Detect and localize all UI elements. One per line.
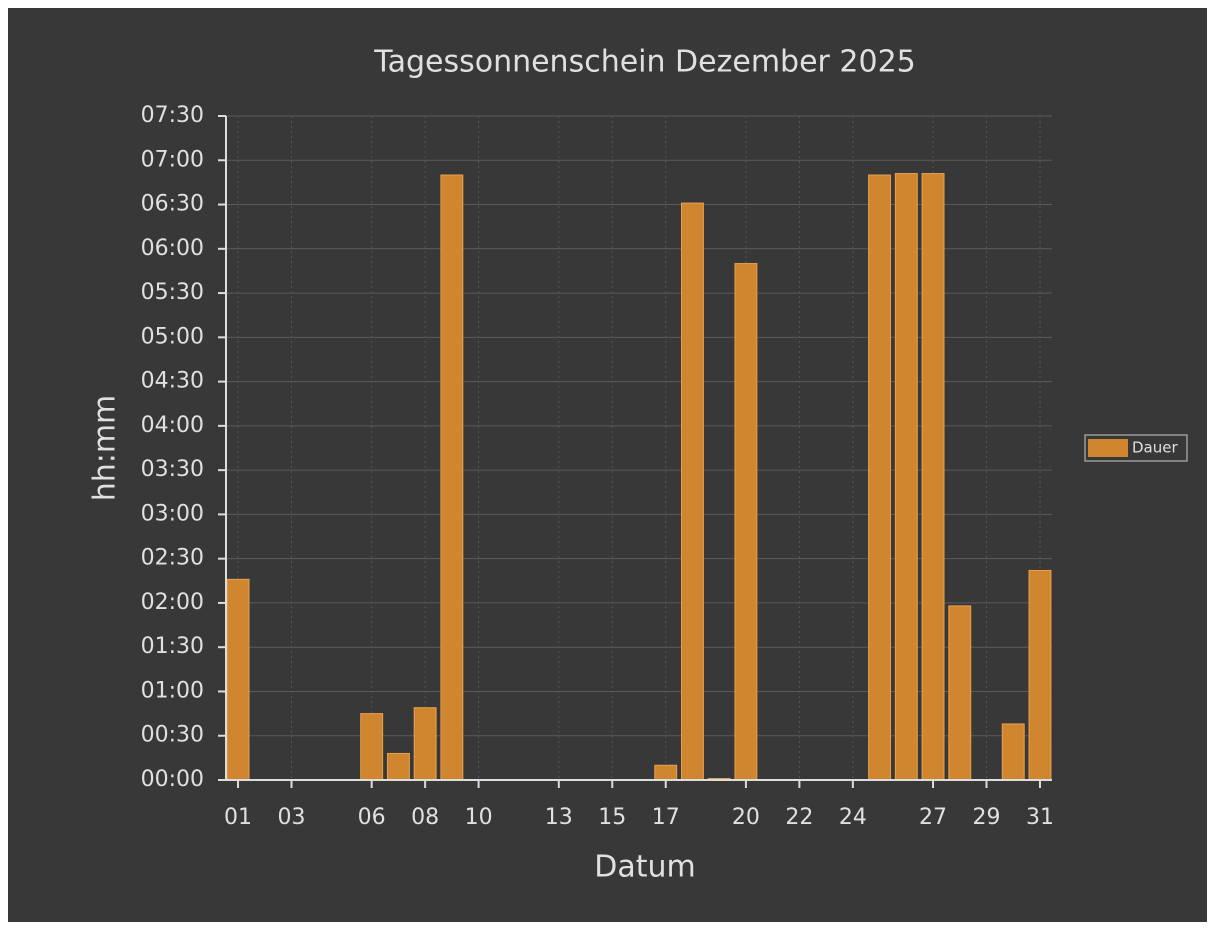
x-tick-label: 13 [545, 805, 573, 830]
y-tick-label: 00:00 [141, 767, 204, 792]
x-tick-label: 20 [732, 805, 760, 830]
x-tick-label: 31 [1026, 805, 1054, 830]
bar [654, 764, 678, 781]
y-tick-label: 00:30 [141, 723, 204, 748]
x-axis-label: Datum [594, 850, 695, 885]
x-tick-label: 22 [785, 805, 813, 830]
legend-box [1084, 434, 1188, 462]
legend-swatch [1088, 439, 1128, 457]
bar [1028, 569, 1052, 781]
bar [868, 174, 892, 781]
y-tick-label: 05:00 [141, 324, 204, 349]
y-tick-label: 03:30 [141, 457, 204, 482]
bar [681, 202, 704, 781]
bar [948, 605, 972, 781]
y-axis-label: hh:mm [88, 395, 123, 502]
x-tick-label: 08 [411, 805, 439, 830]
bar [921, 173, 945, 781]
y-tick-label: 04:00 [141, 413, 204, 438]
x-tick-label: 01 [224, 805, 252, 830]
y-tick-label: 02:00 [141, 590, 204, 615]
y-tick-label: 03:00 [141, 501, 204, 526]
bar [226, 578, 250, 781]
y-tick-label: 07:30 [141, 103, 204, 128]
legend-label: Dauer [1132, 439, 1178, 457]
bar [894, 173, 918, 781]
bar [440, 174, 464, 781]
y-tick-label: 04:30 [141, 369, 204, 394]
y-tick-label: 02:30 [141, 546, 204, 571]
bar [413, 707, 437, 781]
y-tick-label: 06:30 [141, 192, 204, 217]
x-tick-label: 03 [277, 805, 305, 830]
y-tick-label: 01:00 [141, 678, 204, 703]
x-tick-label: 24 [839, 805, 867, 830]
y-tick-label: 01:30 [141, 634, 204, 659]
x-tick-label: 15 [598, 805, 626, 830]
bar [360, 713, 384, 781]
x-tick-label: 06 [358, 805, 386, 830]
y-tick-label: 06:00 [141, 236, 204, 261]
bar [1001, 723, 1025, 781]
x-tick-label: 29 [973, 805, 1001, 830]
x-tick-label: 27 [919, 805, 947, 830]
x-tick-label: 17 [652, 805, 680, 830]
chart-title: Tagessonnenschein Dezember 2025 [373, 45, 916, 80]
bar [734, 263, 758, 781]
y-tick-label: 07:00 [141, 147, 204, 172]
bar [386, 752, 410, 781]
y-tick-label: 05:30 [141, 280, 204, 305]
x-tick-label: 10 [465, 805, 493, 830]
